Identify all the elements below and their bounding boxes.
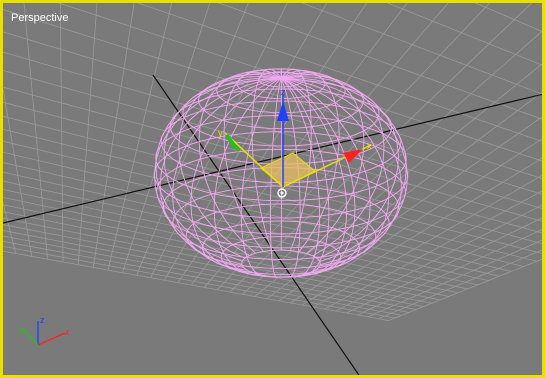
- grid-line: [23, 3, 48, 260]
- grid-line: [122, 3, 211, 273]
- wireframe-meridian: [280, 76, 399, 260]
- grid-line: [3, 235, 409, 313]
- grid-line: [3, 151, 512, 272]
- grid-line: [357, 229, 542, 316]
- grid-line: [266, 91, 542, 299]
- wireframe-meridian: [269, 77, 282, 278]
- wireframe-meridian: [280, 77, 321, 278]
- wireframe-meridian: [163, 75, 282, 259]
- hemisphere-wireframe[interactable]: [153, 68, 409, 278]
- grid-line: [177, 3, 368, 283]
- wireframe-meridian: [240, 77, 282, 277]
- wireframe-meridian: [190, 77, 282, 274]
- wireframe-ring: [241, 249, 321, 278]
- grid-line: [3, 245, 396, 319]
- wireframe-meridian: [280, 77, 371, 274]
- grid-line: [59, 3, 64, 262]
- wireframe-meridian: [280, 77, 390, 272]
- wireframe-meridian: [213, 77, 282, 276]
- grid-line: [254, 63, 542, 297]
- grid-line: [3, 224, 424, 307]
- world-y-axis-line: [152, 74, 360, 375]
- gizmo-x-arrow-icon: [343, 149, 363, 163]
- grid-line: [3, 140, 524, 267]
- grid-line: [3, 171, 489, 282]
- grid-line: [313, 175, 542, 308]
- wireframe-meridian: [280, 77, 348, 276]
- viewport-canvas[interactable]: z x y x z y: [3, 3, 545, 378]
- grid-line: [164, 3, 328, 281]
- grid-line: [92, 3, 135, 268]
- gizmo-pivot-icon: [277, 188, 287, 198]
- gizmo-y-axis-line: [224, 132, 284, 188]
- gizmo-y-arrow-icon: [225, 134, 241, 153]
- wireframe-meridian: [251, 68, 282, 251]
- grid-line: [367, 239, 542, 318]
- grid-line: [107, 3, 173, 271]
- wireframe-meridian: [280, 77, 408, 266]
- wireframe-meridian: [280, 68, 312, 251]
- world-x-axis-line: [3, 93, 542, 224]
- tripod-z-label: z: [40, 315, 45, 325]
- grid-line: [136, 3, 542, 142]
- grid-line: [335, 204, 542, 312]
- grid-line: [278, 116, 542, 302]
- grid-line: [77, 3, 98, 265]
- gizmo-z-arrow-icon: [277, 101, 289, 121]
- grid-line: [3, 180, 478, 286]
- grid-line: [3, 70, 542, 222]
- grid-line: [388, 258, 542, 321]
- grid-line: [204, 3, 449, 288]
- grid-line: [3, 196, 459, 294]
- wireframe-meridian: [223, 69, 282, 252]
- grid-line: [3, 217, 432, 304]
- transform-gizmo[interactable]: z x y: [218, 87, 372, 198]
- grid-line: [3, 211, 441, 301]
- grid-line: [378, 249, 542, 320]
- grid-line: [3, 86, 33, 257]
- wireframe-meridian: [178, 73, 282, 256]
- wireframe-meridian: [280, 72, 365, 254]
- grid-line: [217, 3, 542, 120]
- wireframe-meridian: [159, 77, 282, 268]
- grid-line: [150, 3, 288, 278]
- world-axes: [3, 74, 542, 375]
- grid-line: [3, 250, 389, 321]
- tripod-y-label: y: [19, 325, 24, 335]
- wireframe-meridian: [198, 71, 282, 254]
- tripod-x-label: x: [65, 327, 70, 337]
- grid-line: [290, 138, 542, 304]
- orientation-tripod: x z y: [19, 315, 70, 346]
- viewport-label[interactable]: Perspective: [11, 12, 69, 24]
- grid-line: [57, 3, 542, 162]
- grid-line: [3, 230, 417, 310]
- wireframe-meridian: [280, 77, 301, 278]
- wireframe-meridian: [172, 77, 282, 271]
- gizmo-z-label: z: [281, 87, 286, 97]
- gizmo-y-label: y: [218, 128, 223, 138]
- wireframe-meridian: [155, 77, 282, 262]
- grid-line: [3, 240, 402, 316]
- grid-line: [324, 190, 542, 310]
- grid-line: [229, 3, 533, 293]
- wireframe-meridian: [280, 77, 407, 263]
- grid-line: [346, 217, 542, 314]
- grid-line: [3, 101, 542, 245]
- grid-line: [216, 3, 491, 291]
- gizmo-x-label: x: [367, 141, 372, 151]
